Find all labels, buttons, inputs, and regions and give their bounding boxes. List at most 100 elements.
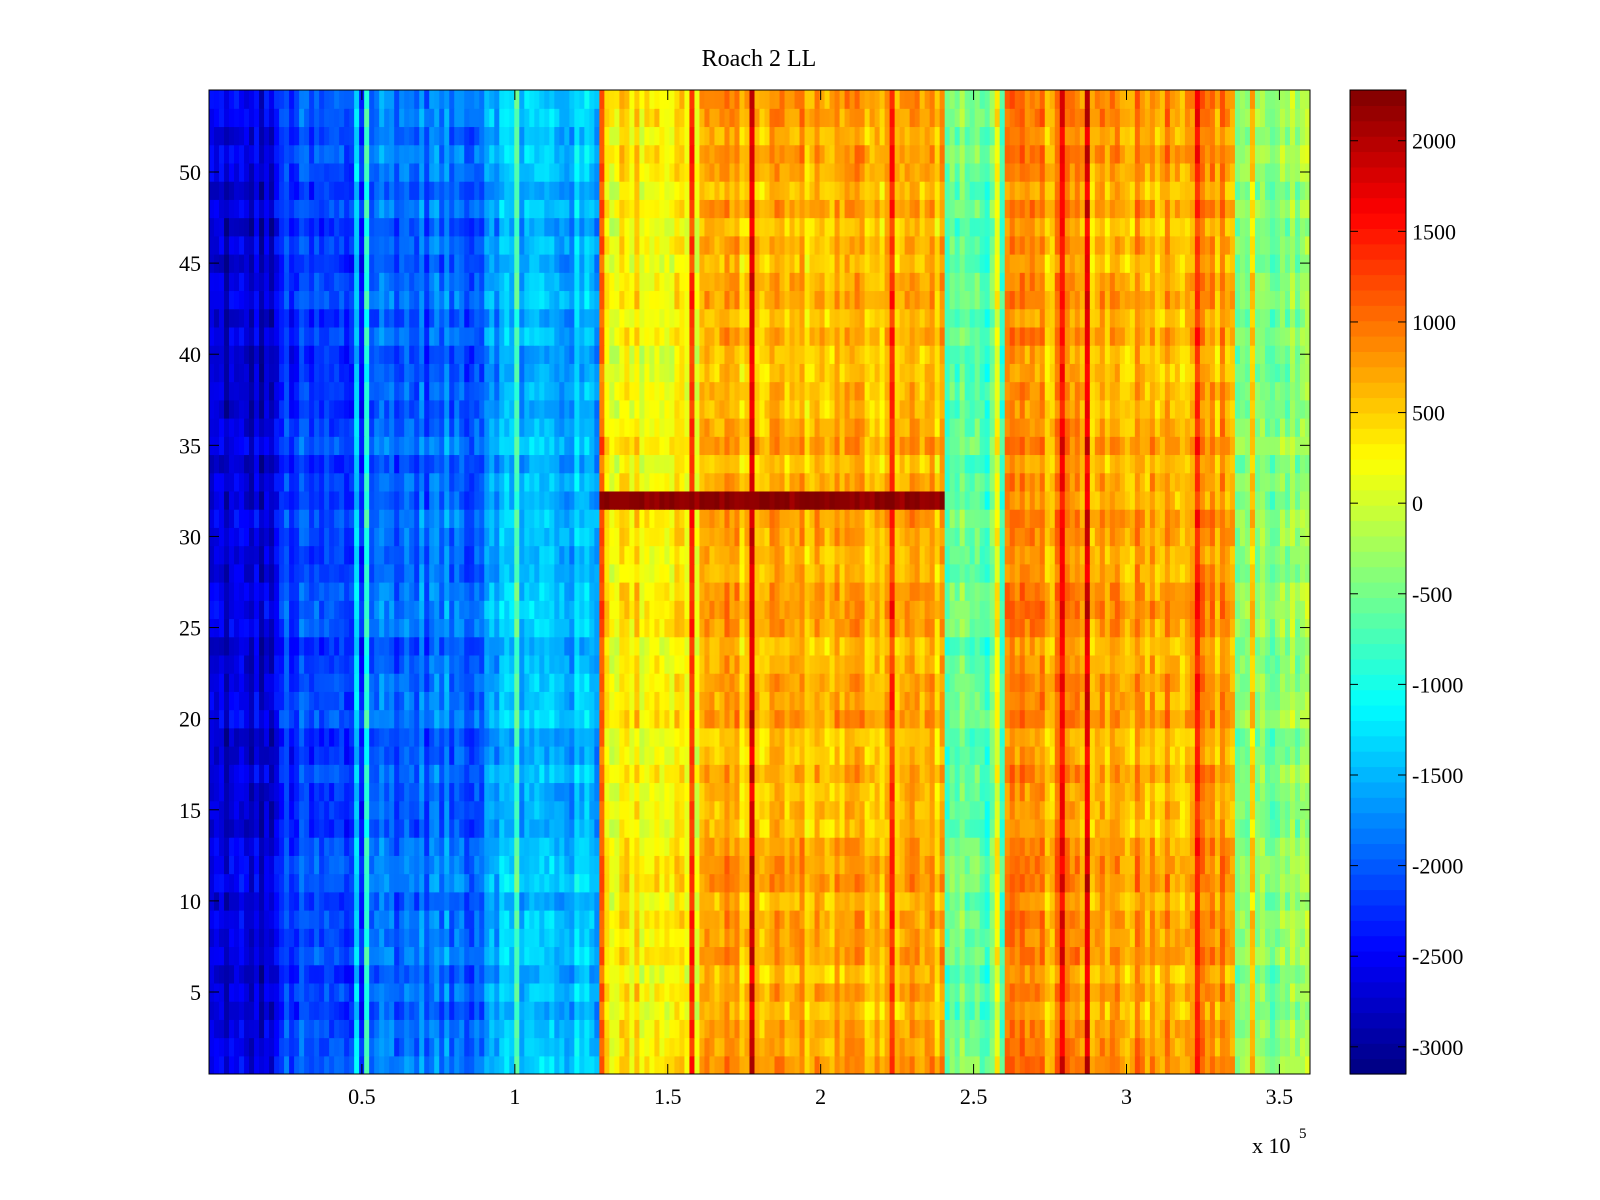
heatmap-cell (904, 746, 911, 765)
heatmap-cell (1214, 764, 1221, 784)
heatmap-cell (1124, 855, 1131, 875)
heatmap-cell (234, 891, 240, 911)
heatmap-cell (329, 1001, 335, 1020)
heatmap-cell (329, 891, 335, 911)
heatmap-cell (269, 764, 275, 784)
heatmap-cell (469, 1001, 475, 1020)
heatmap-cell (684, 782, 691, 802)
heatmap-cell (379, 1037, 385, 1057)
heatmap-cell (1004, 946, 1011, 966)
heatmap-cell (304, 837, 310, 856)
heatmap-cell (1224, 837, 1231, 856)
heatmap-cell (699, 873, 706, 893)
heatmap-cell (644, 818, 650, 838)
heatmap-cell (734, 982, 741, 1002)
heatmap-cell (759, 727, 766, 747)
heatmap-cell (699, 727, 706, 747)
heatmap-cell (1304, 764, 1310, 784)
heatmap-cell (1114, 946, 1121, 966)
heatmap-cell (1054, 1019, 1061, 1039)
heatmap-cell (714, 837, 721, 856)
heatmap-cell (1259, 746, 1266, 765)
heatmap-cell (349, 946, 355, 966)
heatmap-cell (759, 946, 766, 966)
heatmap-cell (474, 982, 480, 1002)
heatmap-cell (614, 709, 620, 729)
heatmap-cell (999, 1055, 1006, 1074)
heatmap-cell (584, 764, 590, 784)
heatmap-cell (1064, 1019, 1071, 1039)
heatmap-cell (859, 800, 866, 820)
heatmap-cell (549, 1037, 555, 1057)
heatmap-cell (989, 764, 996, 784)
heatmap-cell (334, 727, 340, 747)
heatmap-cell (434, 1037, 440, 1057)
heatmap-cell (794, 1019, 801, 1039)
heatmap-cell (259, 855, 265, 875)
heatmap-cell (244, 782, 250, 802)
heatmap-cell (944, 764, 951, 784)
heatmap-cell (1109, 910, 1116, 929)
heatmap-cell (314, 982, 320, 1002)
heatmap-cell (774, 964, 781, 984)
heatmap-cells (209, 90, 1310, 1074)
heatmap-cell (584, 782, 590, 802)
heatmap-cell (839, 727, 846, 747)
heatmap-cell (239, 673, 245, 692)
heatmap-cell (1089, 891, 1096, 911)
heatmap-cell (1104, 727, 1111, 747)
heatmap-cell (984, 982, 991, 1002)
heatmap-cell (664, 1019, 671, 1039)
heatmap-cell (1004, 1037, 1011, 1057)
heatmap-cell (1029, 891, 1036, 911)
heatmap-cell (629, 946, 635, 966)
heatmap-cell (1049, 837, 1056, 856)
heatmap-cell (509, 891, 515, 911)
heatmap-cell (664, 800, 671, 820)
heatmap-cell (964, 746, 971, 765)
heatmap-cell (909, 982, 916, 1002)
heatmap-cell (509, 1055, 515, 1074)
heatmap-cell (529, 1019, 535, 1039)
heatmap-cell (749, 837, 756, 856)
heatmap-cell (1139, 837, 1146, 856)
heatmap-cell (564, 1055, 570, 1074)
heatmap-cell (1069, 727, 1076, 747)
heatmap-cell (484, 764, 490, 784)
heatmap-cell (809, 691, 816, 711)
heatmap-cell (214, 782, 220, 802)
heatmap-cell (1199, 818, 1206, 838)
heatmap-cell (1174, 727, 1181, 747)
heatmap-cell (609, 727, 615, 747)
heatmap-cell (334, 691, 340, 711)
heatmap-cell (454, 746, 460, 765)
heatmap-cell (919, 782, 926, 802)
heatmap-cell (249, 727, 255, 747)
heatmap-cell (304, 946, 310, 966)
heatmap-cell (769, 800, 776, 820)
heatmap-cell (339, 982, 345, 1002)
heatmap-cell (839, 855, 846, 875)
heatmap-cell (849, 1019, 856, 1039)
heatmap-cell (674, 1001, 681, 1020)
heatmap-cell (609, 818, 615, 838)
heatmap-cell (264, 782, 270, 802)
heatmap-cell (784, 1055, 791, 1074)
heatmap-cell (974, 1001, 981, 1020)
heatmap-cell (1029, 982, 1036, 1002)
heatmap-cell (1039, 1001, 1046, 1020)
heatmap-cell (439, 1055, 445, 1074)
heatmap-cell (679, 1037, 686, 1057)
heatmap-cell (439, 673, 445, 692)
heatmap-cell (989, 946, 996, 966)
heatmap-cell (609, 982, 615, 1002)
heatmap-cell (1169, 1001, 1176, 1020)
heatmap-cell (904, 1037, 911, 1057)
heatmap-cell (1124, 910, 1131, 929)
heatmap-cell (564, 873, 570, 893)
heatmap-cell (1134, 982, 1141, 1002)
heatmap-cell (244, 818, 250, 838)
heatmap-cell (869, 691, 876, 711)
heatmap-cell (464, 873, 470, 893)
heatmap-cell (804, 800, 811, 820)
